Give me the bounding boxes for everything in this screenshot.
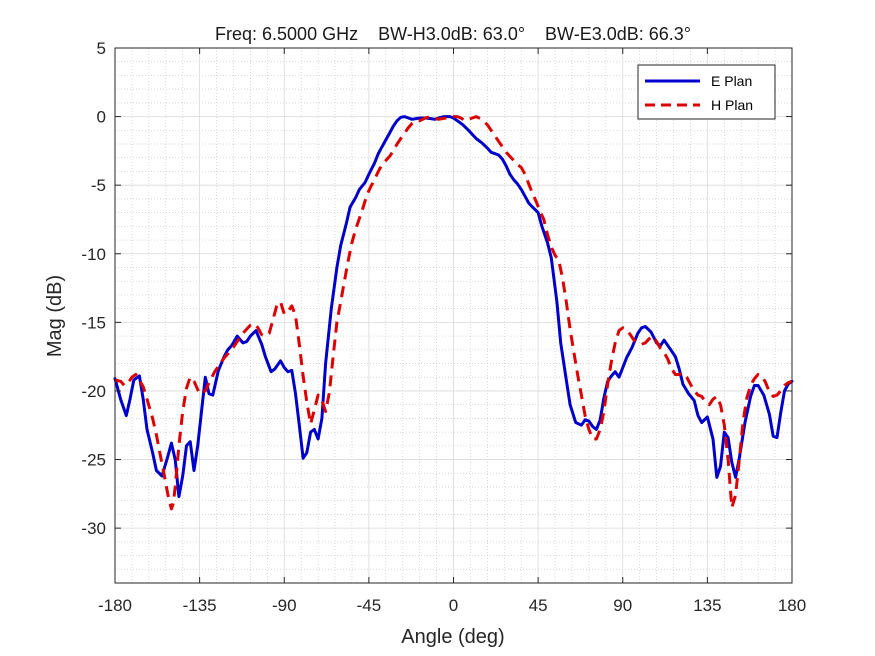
x-tick-label: -45	[357, 596, 382, 615]
x-tick-label: 0	[449, 596, 458, 615]
x-tick-label: -90	[272, 596, 297, 615]
y-tick-label: -15	[81, 313, 106, 332]
minor-grid	[115, 48, 792, 583]
legend: E Plan H Plan	[637, 64, 776, 120]
x-tick-label: 135	[693, 596, 721, 615]
y-tick-label: 0	[97, 108, 106, 127]
tick-labels: -180 -135 -90 -45 0 45 90 135 180 5 0 -5 -10 -15 -20 -2…	[81, 39, 806, 615]
y-axis-label: Mag (dB)	[44, 275, 66, 357]
y-tick-label: -30	[81, 519, 106, 538]
y-tick-label: -25	[81, 451, 106, 470]
x-tick-label: -180	[98, 596, 132, 615]
y-tick-label: 5	[97, 39, 106, 58]
chart-title: Freq: 6.5000 GHz BW-H3.0dB: 63.0° BW-E3.…	[215, 24, 691, 44]
x-tick-label: -135	[183, 596, 217, 615]
y-tick-label: -20	[81, 382, 106, 401]
y-tick-label: -5	[91, 176, 106, 195]
x-tick-label: 45	[529, 596, 548, 615]
x-tick-label: 90	[613, 596, 632, 615]
legend-box	[637, 64, 776, 120]
axis-ticks	[114, 47, 793, 583]
legend-label-e-plan: E Plan	[711, 73, 752, 89]
legend-label-h-plan: H Plan	[711, 97, 753, 113]
plot-curves	[113, 115, 794, 511]
x-axis-label: Angle (deg)	[401, 626, 504, 648]
y-tick-label: -10	[81, 245, 106, 264]
x-tick-label: 180	[778, 596, 806, 615]
series-line-h-plan	[114, 115, 793, 511]
